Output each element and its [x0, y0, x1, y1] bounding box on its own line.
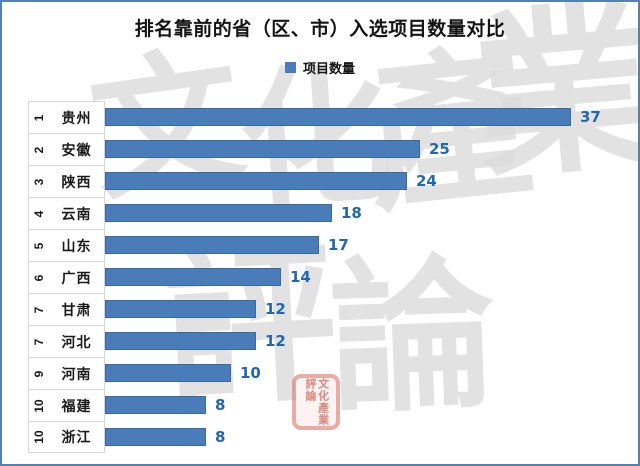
rank-label: 1 — [32, 114, 46, 121]
category-cell: 10 浙江 — [28, 421, 105, 453]
province-label: 陕西 — [61, 173, 92, 190]
legend-label: 项目数量 — [302, 61, 355, 76]
rank-label: 5 — [32, 242, 46, 249]
bar — [105, 108, 571, 126]
bar — [105, 300, 256, 318]
rank-label: 10 — [32, 398, 46, 413]
bar-row: 4 云南 18 — [2, 197, 638, 229]
province-label: 云南 — [61, 205, 92, 222]
value-label: 10 — [240, 364, 261, 382]
value-label: 18 — [341, 204, 362, 222]
bar-row: 10 福建 8 — [2, 389, 638, 421]
value-label: 12 — [265, 300, 286, 318]
category-cell: 6 广西 — [28, 261, 105, 293]
province-label: 河北 — [61, 333, 92, 350]
rank-label: 7 — [32, 338, 46, 345]
category-cell: 2 安徽 — [28, 133, 105, 165]
bar-row: 3 陕西 24 — [2, 165, 638, 197]
bar-row: 2 安徽 25 — [2, 133, 638, 165]
rank-label: 10 — [32, 430, 46, 444]
province-label: 贵州 — [61, 109, 92, 126]
category-cell: 1 贵州 — [28, 101, 105, 133]
province-label: 浙江 — [61, 429, 92, 445]
rank-label: 7 — [32, 306, 46, 313]
bar-row: 6 广西 14 — [2, 261, 638, 293]
legend: 项目数量 — [2, 58, 638, 77]
category-cell: 9 河南 — [28, 357, 105, 389]
category-cell: 4 云南 — [28, 197, 105, 229]
bar — [105, 268, 281, 286]
bar-row: 1 贵州 37 — [2, 101, 638, 133]
province-label: 山东 — [61, 237, 92, 254]
province-label: 广西 — [61, 269, 92, 286]
category-cell: 7 甘肃 — [28, 293, 105, 325]
bar — [105, 332, 256, 350]
bar-row: 7 河北 12 — [2, 325, 638, 357]
chart-title: 排名靠前的省（区、市）入选项目数量对比 — [134, 19, 506, 40]
bar — [105, 140, 420, 158]
rank-label: 6 — [32, 274, 46, 281]
bar-chart: 1 贵州 37 2 安徽 25 3 陕西 24 4 云南 — [2, 101, 638, 453]
bar — [105, 236, 319, 254]
value-label: 17 — [328, 236, 349, 254]
value-label: 8 — [215, 428, 226, 446]
rank-label: 4 — [32, 210, 46, 217]
province-label: 甘肃 — [61, 301, 92, 318]
value-label: 25 — [429, 140, 450, 158]
bar — [105, 204, 332, 222]
category-cell: 5 山东 — [28, 229, 105, 261]
category-cell: 10 福建 — [28, 389, 105, 421]
value-label: 14 — [290, 268, 311, 286]
value-label: 24 — [416, 172, 437, 190]
bar-row: 10 浙江 8 — [2, 421, 638, 453]
province-label: 河南 — [61, 365, 92, 382]
rank-label: 9 — [32, 370, 46, 377]
category-cell: 7 河北 — [28, 325, 105, 357]
province-label: 福建 — [61, 397, 92, 414]
bar — [105, 428, 206, 446]
bar — [105, 172, 407, 190]
value-label: 8 — [215, 396, 226, 414]
bar-row: 9 河南 10 — [2, 357, 638, 389]
category-cell: 3 陕西 — [28, 165, 105, 197]
province-label: 安徽 — [61, 141, 92, 158]
legend-swatch-icon — [284, 62, 296, 73]
bar — [105, 396, 206, 414]
bar-row: 5 山东 17 — [2, 229, 638, 261]
value-label: 37 — [580, 108, 601, 126]
rank-label: 2 — [32, 146, 46, 153]
rank-label: 3 — [32, 178, 46, 185]
bar — [105, 364, 231, 382]
bar-row: 7 甘肃 12 — [2, 293, 638, 325]
value-label: 12 — [265, 332, 286, 350]
